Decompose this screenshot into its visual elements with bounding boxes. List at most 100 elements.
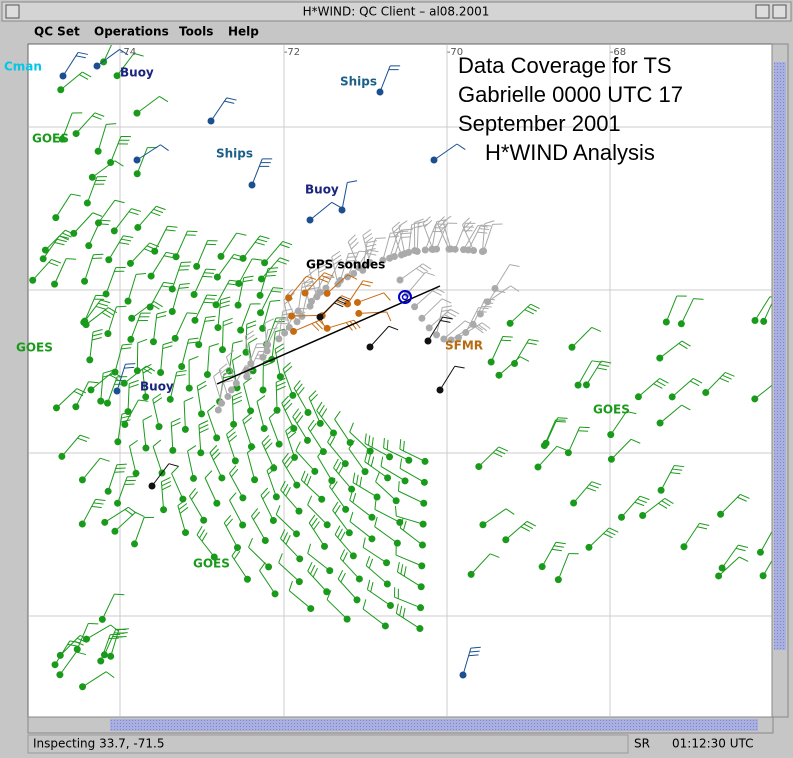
barb-feather	[76, 651, 87, 656]
menu-item[interactable]: QC Set	[34, 25, 80, 39]
barb-staff	[266, 317, 277, 345]
wind-barb	[248, 158, 273, 189]
barb-staff	[196, 240, 209, 267]
horizontal-scroll-thumb[interactable]	[110, 719, 758, 731]
barb-staff	[293, 387, 309, 413]
station-dot	[94, 147, 102, 155]
station-dot	[251, 476, 259, 484]
maximize-button[interactable]	[772, 4, 787, 19]
barb-feather	[77, 437, 88, 442]
barb-staff	[391, 228, 402, 256]
wind-barb	[362, 537, 391, 567]
barb-feather	[481, 305, 492, 308]
barb-feather	[220, 296, 231, 301]
barb-feather	[197, 380, 207, 387]
map-annotation: H*WIND Analysis	[485, 140, 655, 165]
wind-barb	[502, 520, 537, 544]
wind-barb	[702, 371, 735, 397]
wind-barb	[374, 516, 401, 547]
barb-feather	[318, 278, 329, 283]
barb-staff	[763, 301, 772, 322]
station-dot	[316, 313, 324, 321]
minimize-button[interactable]	[755, 4, 770, 19]
barb-feather	[183, 396, 194, 402]
station-dot	[193, 262, 201, 270]
barb-feather	[310, 393, 318, 402]
barb-feather	[285, 486, 291, 497]
wind-barb	[582, 360, 612, 389]
station-dot	[72, 130, 80, 138]
window-title: H*WIND: QC Client – al08.2001	[303, 5, 490, 19]
wind-barb	[394, 587, 425, 612]
barb-feather	[268, 410, 277, 419]
window-menu-button[interactable]	[5, 4, 20, 19]
barb-feather	[352, 492, 357, 503]
wind-barb	[160, 477, 172, 514]
menu-item[interactable]: Operations	[94, 25, 169, 39]
barb-staff	[364, 442, 390, 458]
barb-staff	[218, 369, 229, 397]
barb-feather	[171, 421, 181, 427]
barb-feather	[352, 472, 356, 483]
barb-feather	[150, 211, 161, 217]
barb-feather	[317, 448, 325, 457]
station-dot	[207, 117, 215, 125]
barb-feather	[294, 411, 302, 421]
barb-feather	[417, 223, 428, 228]
station-dot	[361, 468, 369, 476]
barb-feather	[349, 321, 357, 330]
wind-barb	[454, 322, 491, 342]
station-dot	[97, 397, 105, 405]
wind-barb	[338, 180, 358, 214]
barb-staff	[59, 635, 81, 656]
barb-feather	[674, 465, 685, 468]
wind-barb	[225, 349, 240, 387]
barb-feather	[122, 343, 133, 346]
barb-feather	[295, 441, 301, 451]
barb-staff	[462, 647, 472, 676]
barb-staff	[217, 299, 222, 328]
wind-barb	[103, 376, 128, 407]
menu-item[interactable]: Help	[228, 25, 259, 39]
wind-barb	[344, 280, 373, 308]
barb-staff	[206, 346, 210, 375]
status-inspecting: Inspecting 33.7, -71.5	[33, 737, 164, 751]
barb-feather	[62, 232, 72, 238]
barb-staff	[383, 447, 410, 461]
wind-barb	[181, 396, 194, 433]
barb-staff	[300, 479, 323, 500]
barb-staff	[113, 208, 132, 232]
wind-barb	[190, 268, 216, 299]
wind-barb	[59, 51, 89, 80]
wind-barb	[196, 380, 207, 418]
wind-barb	[126, 242, 160, 267]
barb-feather	[233, 550, 241, 560]
barb-feather	[367, 454, 371, 465]
station-dot	[657, 486, 665, 494]
barb-feather	[435, 287, 445, 294]
vertical-scroll-thumb[interactable]	[774, 62, 786, 650]
station-dot	[190, 291, 198, 299]
menu-item[interactable]: Tools	[179, 25, 213, 39]
barb-feather	[339, 549, 346, 559]
wind-barb	[538, 541, 566, 571]
station-dot	[293, 530, 301, 538]
wind-barb	[39, 235, 70, 263]
barb-staff	[189, 495, 205, 521]
wind-barb	[218, 317, 233, 354]
barb-staff	[397, 571, 422, 588]
barb-feather	[383, 292, 391, 301]
barb-feather	[401, 232, 412, 235]
map-canvas[interactable]	[27, 43, 774, 718]
station-dot	[418, 562, 426, 570]
barb-feather	[321, 408, 328, 418]
barb-feather	[670, 472, 681, 475]
wind-barb	[169, 417, 181, 454]
wind-barb	[411, 287, 445, 311]
station-dot	[264, 341, 272, 349]
wind-barb	[133, 95, 169, 117]
barb-feather	[389, 235, 400, 238]
wind-barb	[274, 343, 285, 381]
barb-feather	[226, 97, 237, 101]
barb-feather	[104, 309, 114, 316]
